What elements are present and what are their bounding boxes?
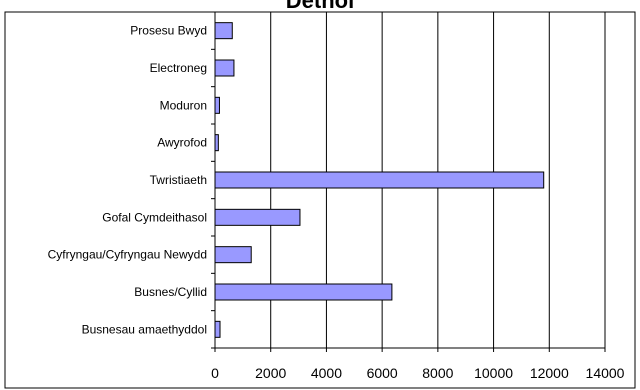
category-label: Busnes/Cyllid (134, 285, 207, 299)
category-label: Gofal Cymdeithasol (102, 210, 207, 224)
bar-4 (214, 171, 545, 189)
bar-5 (214, 208, 301, 226)
chart-frame (4, 11, 636, 389)
x-tick-label: 0 (211, 365, 219, 381)
x-tick-label: 2000 (255, 365, 286, 381)
category-label: Busnesau amaethyddol (82, 322, 207, 336)
category-label: Twristiaeth (150, 173, 207, 187)
category-label: Moduron (160, 98, 207, 112)
category-label: Prosesu Bwyd (130, 24, 207, 38)
label-layer: 0 2000 4000 6000 8000 10000 12000 14000 Prosesu … (48, 24, 625, 381)
x-tick-label: 10000 (474, 365, 513, 381)
x-tick-label: 4000 (311, 365, 342, 381)
x-tick-label: 12000 (530, 365, 569, 381)
category-label: Cyfryngau/Cyfryngau Newydd (48, 248, 207, 262)
chart-title: Dethol (286, 0, 354, 13)
bar-7 (214, 283, 393, 301)
x-tick-label: 14000 (586, 365, 625, 381)
bar-2 (214, 96, 220, 114)
bar-8 (214, 320, 221, 338)
x-tick-label: 8000 (422, 365, 453, 381)
bar-1 (214, 59, 235, 77)
axis-layer (211, 11, 606, 352)
bar-3 (214, 134, 219, 152)
bar-layer (214, 22, 545, 338)
bar-0 (214, 22, 233, 40)
bar-6 (214, 246, 252, 264)
x-tick-label: 6000 (367, 365, 398, 381)
category-label: Awyrofod (157, 136, 207, 150)
category-label: Electroneg (150, 61, 207, 75)
